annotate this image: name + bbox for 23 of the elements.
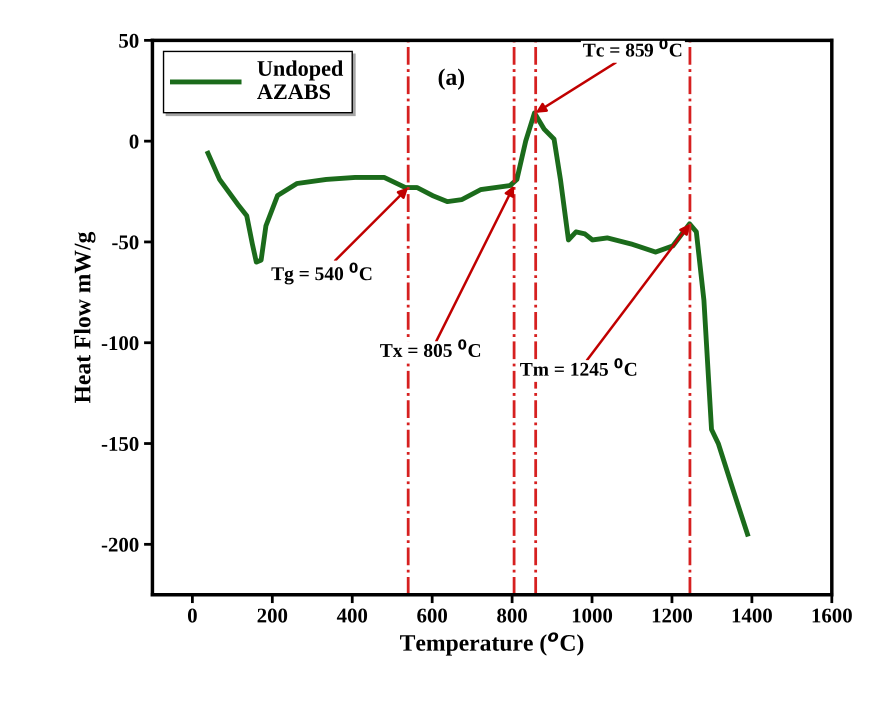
y-tick-label: -100 [102, 336, 138, 350]
y-tick-label: -150 [102, 436, 138, 451]
x-tick-label: 1200 [652, 608, 692, 623]
legend-label: Undoped AZABS [257, 60, 344, 100]
annotation: Tm = 1245 $^{0}$C [520, 358, 636, 376]
y-tick-label: 0 [130, 134, 138, 149]
x-tick-label: 1000 [572, 608, 612, 623]
x-tick-label: 200 [258, 608, 288, 623]
x-tick-label: 0 [188, 608, 197, 623]
x-tick-label: 800 [497, 608, 527, 623]
x-tick-label: 1600 [812, 608, 852, 623]
y-tick-label: 50 [119, 34, 138, 48]
x-tick-label: 600 [417, 608, 447, 623]
y-axis-title: Heat Flow mW/g [74, 232, 96, 404]
x-axis-title: Temperature ($^{o}$C) [400, 632, 584, 656]
x-tick-label: 1400 [732, 608, 772, 623]
line-series [206, 110, 750, 537]
x-tick-label: 400 [336, 608, 368, 623]
annotation: Tx = 805 $^{0}$C [380, 339, 480, 358]
text: (a) [438, 68, 464, 90]
annotation: Tg = 540 $^{0}$C [271, 262, 372, 284]
y-tick-label: -50 [112, 235, 138, 250]
y-tick-label: -200 [102, 538, 138, 552]
